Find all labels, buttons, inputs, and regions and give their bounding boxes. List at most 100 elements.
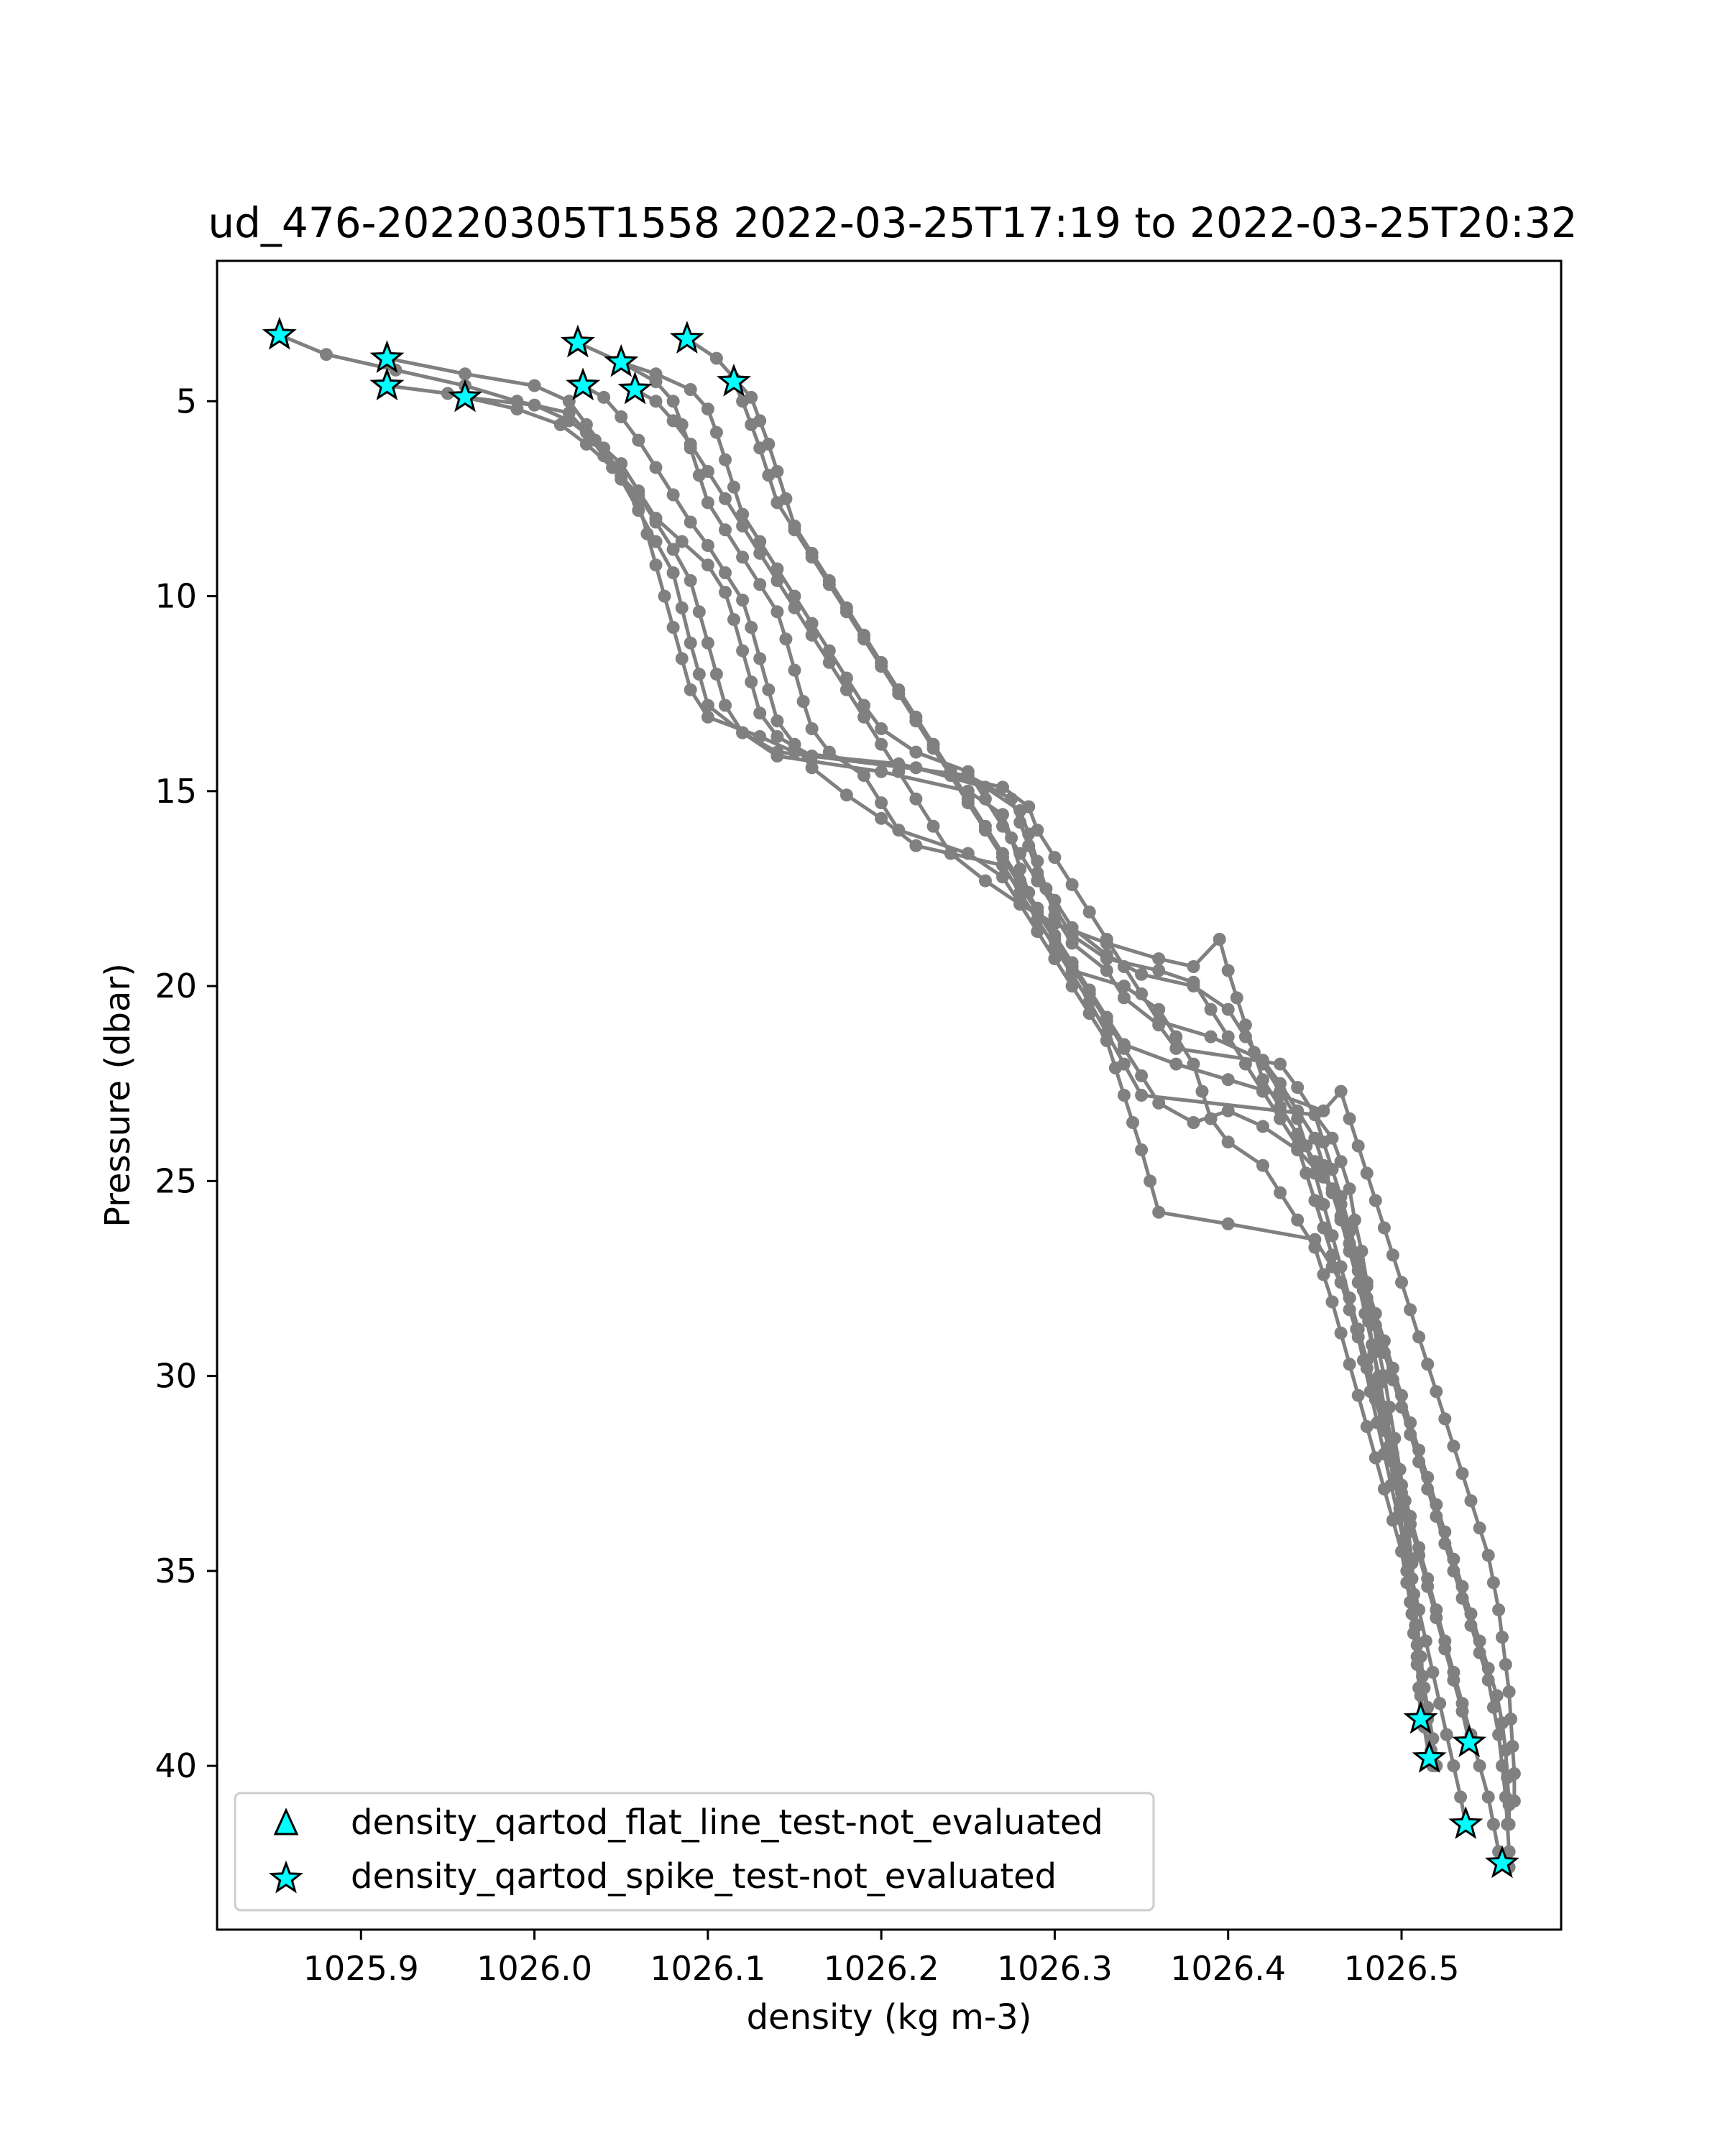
- data-point: [1221, 964, 1235, 977]
- legend: density_qartod_flat_line_test-not_evalua…: [234, 1792, 1155, 1912]
- data-point: [1366, 1338, 1379, 1352]
- data-point: [701, 539, 714, 552]
- data-point: [805, 550, 819, 564]
- data-point: [528, 379, 541, 392]
- data-point: [709, 351, 723, 365]
- data-point: [1325, 1248, 1339, 1262]
- data-point: [666, 621, 680, 634]
- x-axis-label: density (kg m-3): [747, 1997, 1032, 2037]
- data-point: [1274, 1057, 1287, 1071]
- data-point: [649, 558, 663, 572]
- data-point: [1204, 1030, 1218, 1044]
- data-point: [1404, 1517, 1417, 1531]
- data-point: [1496, 1716, 1509, 1730]
- data-point: [1368, 1393, 1382, 1406]
- data-point: [1360, 1361, 1374, 1375]
- data-point: [805, 628, 819, 642]
- data-point: [1152, 1205, 1166, 1219]
- data-point: [719, 453, 732, 466]
- flagged-markers: [262, 316, 1519, 1879]
- data-point: [675, 652, 689, 665]
- data-point: [753, 535, 767, 548]
- data-point: [1221, 1104, 1235, 1118]
- data-point: [822, 644, 836, 658]
- data-point: [1492, 1603, 1506, 1617]
- data-point: [1464, 1494, 1478, 1508]
- data-point: [658, 589, 671, 603]
- data-point: [1274, 1112, 1287, 1125]
- data-point: [736, 594, 750, 607]
- data-point: [1464, 1607, 1478, 1621]
- axes-frame: [216, 259, 1563, 1931]
- data-point: [649, 535, 663, 548]
- data-point: [1386, 1514, 1399, 1527]
- y-tick-label: 20: [155, 967, 197, 1005]
- data-point: [1325, 1229, 1339, 1243]
- data-point: [1501, 1771, 1514, 1784]
- data-point: [1502, 1818, 1516, 1831]
- data-point: [1256, 1120, 1269, 1133]
- data-point: [788, 663, 801, 677]
- data-point: [1308, 1240, 1322, 1254]
- data-point: [1256, 1158, 1269, 1172]
- data-point: [805, 722, 819, 735]
- y-tick-label: 25: [155, 1161, 197, 1200]
- data-point: [1430, 1498, 1443, 1511]
- data-point: [1100, 1014, 1113, 1028]
- data-point: [1502, 1685, 1516, 1699]
- data-point: [675, 601, 689, 614]
- data-point: [736, 507, 750, 521]
- data-point: [1048, 917, 1062, 931]
- data-point: [1022, 839, 1036, 852]
- data-point: [562, 395, 576, 408]
- data-point: [1386, 1455, 1399, 1468]
- data-point: [1343, 1112, 1356, 1125]
- data-point: [909, 714, 923, 728]
- data-point: [649, 367, 663, 381]
- flagged-star-marker: [1452, 1724, 1487, 1758]
- data-point: [1013, 816, 1027, 829]
- data-point: [579, 418, 593, 431]
- data-point: [649, 395, 663, 408]
- data-point: [892, 687, 906, 701]
- data-point: [1438, 1412, 1452, 1426]
- data-point: [1187, 960, 1200, 973]
- data-point: [1065, 960, 1079, 973]
- data-point: [1238, 1018, 1252, 1032]
- data-point: [1499, 1658, 1512, 1672]
- data-point: [926, 742, 940, 755]
- data-point: [727, 480, 740, 494]
- data-point: [1317, 1170, 1330, 1184]
- data-point: [1082, 906, 1096, 918]
- data-point: [1377, 1482, 1391, 1496]
- data-point: [684, 383, 697, 396]
- data-point: [1368, 1307, 1382, 1320]
- data-point: [640, 527, 654, 540]
- data-point: [1360, 1420, 1374, 1434]
- data-point: [1421, 1700, 1435, 1714]
- data-point: [1256, 1073, 1269, 1087]
- data-point: [320, 348, 333, 361]
- data-point: [1152, 1096, 1166, 1110]
- data-point: [1100, 952, 1113, 966]
- data-point: [1343, 1182, 1356, 1196]
- data-point: [1126, 1116, 1139, 1129]
- series-line: [581, 384, 1438, 1766]
- data-point: [1447, 1673, 1460, 1687]
- data-point: [840, 683, 853, 696]
- y-tick-label: 40: [155, 1746, 197, 1785]
- data-point: [1221, 1217, 1235, 1230]
- data-point: [1481, 1790, 1495, 1804]
- data-point: [1481, 1662, 1495, 1675]
- data-point: [1351, 1252, 1365, 1266]
- data-point: [840, 605, 853, 619]
- data-point: [1082, 1007, 1096, 1021]
- data-point: [1031, 906, 1044, 918]
- data-point: [1473, 1521, 1486, 1535]
- data-point: [1135, 967, 1149, 981]
- x-tick-label: 1026.4: [1170, 1949, 1286, 1988]
- data-point: [701, 636, 714, 650]
- data-point: [1117, 991, 1131, 1005]
- data-point: [857, 710, 870, 724]
- data-point: [719, 492, 732, 505]
